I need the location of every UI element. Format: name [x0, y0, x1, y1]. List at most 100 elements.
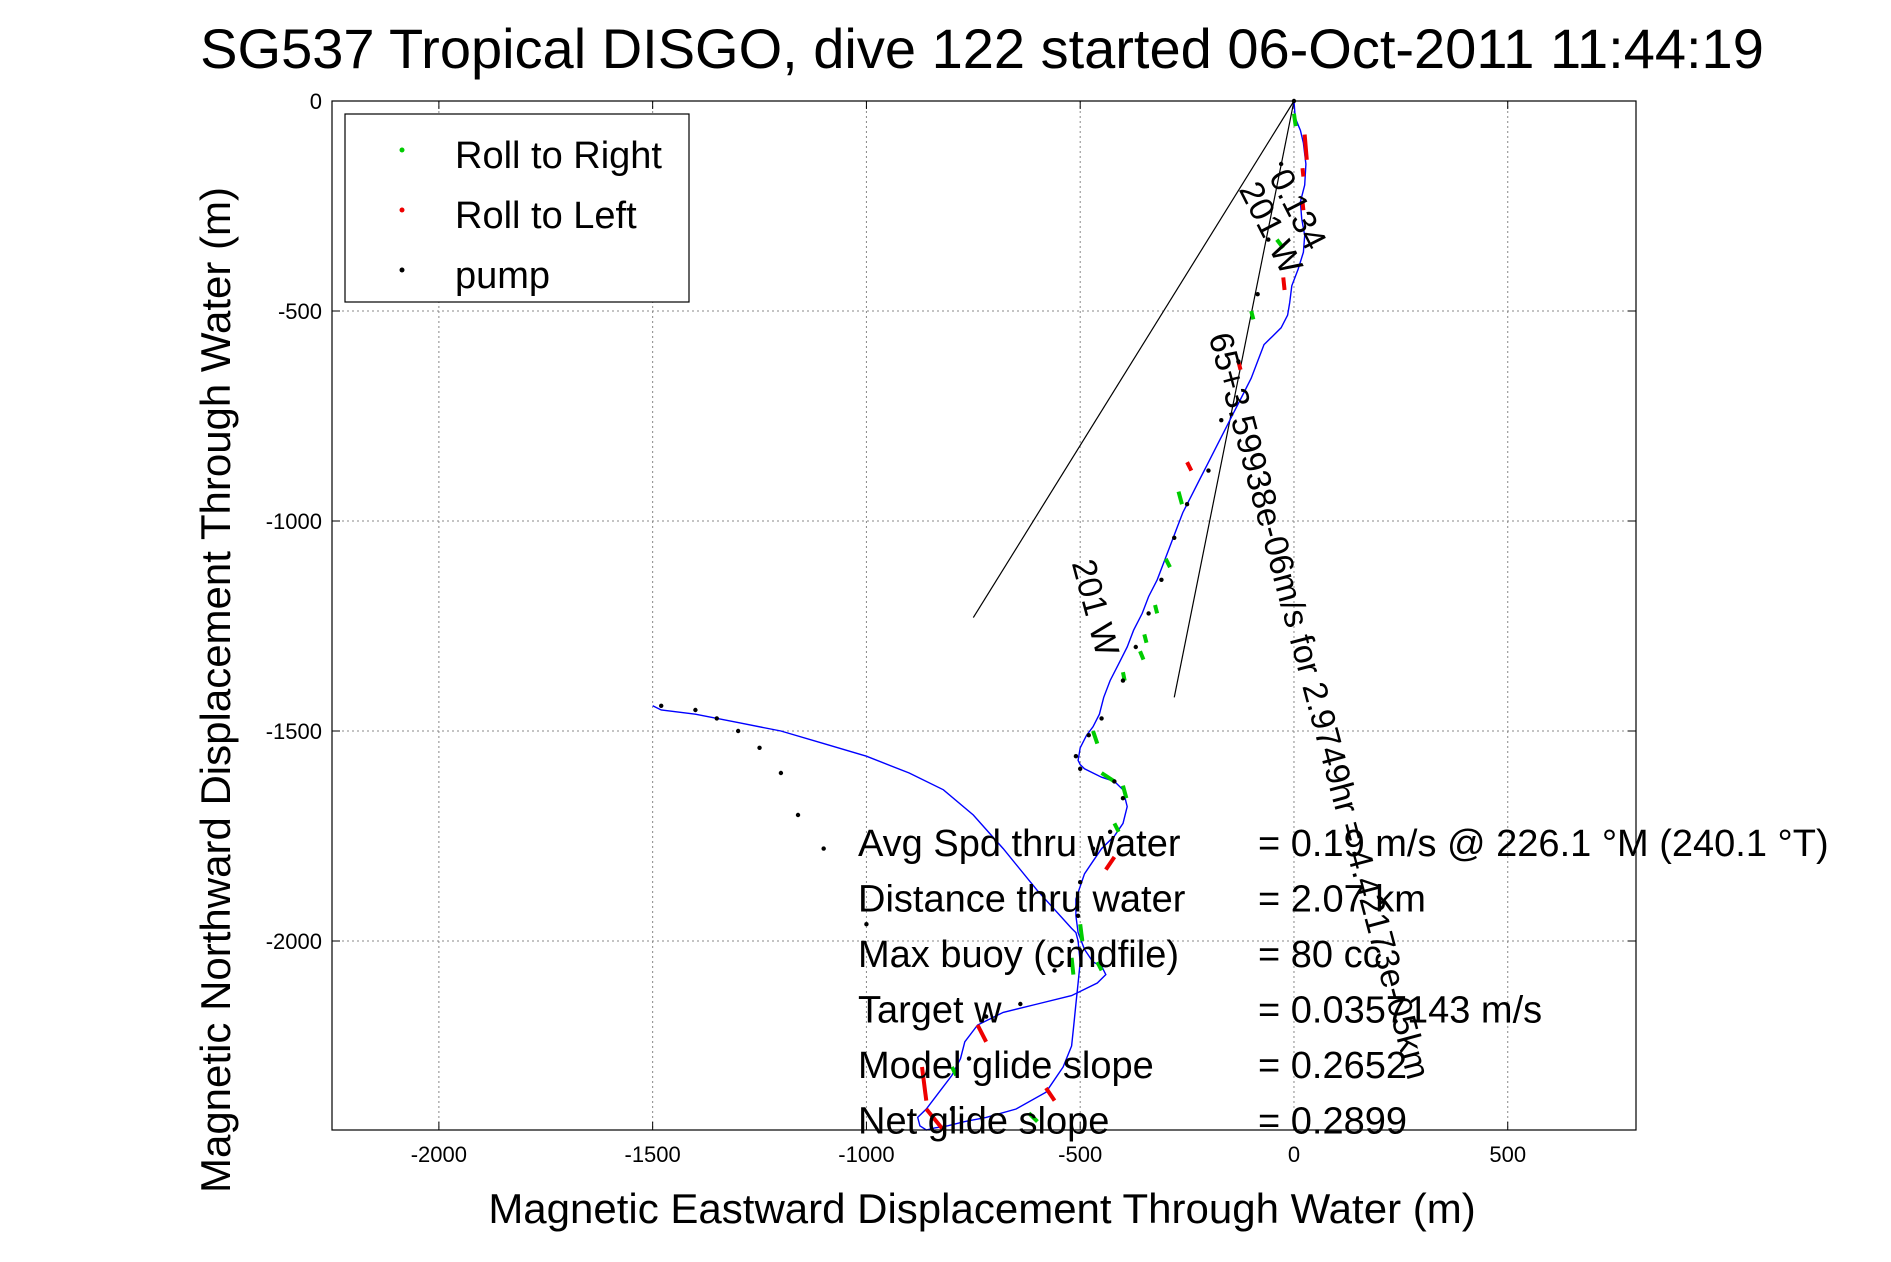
roll-left-segment — [1300, 167, 1306, 177]
track-series-line — [652, 100, 1307, 1131]
pump-point — [1278, 161, 1284, 167]
roll-right-segment — [1095, 961, 1104, 972]
pump-point — [714, 716, 719, 721]
y-tick-label: -2000 — [266, 929, 322, 954]
stat-value: = 80 cc — [1258, 934, 1382, 976]
roll-right-segment — [1121, 785, 1129, 799]
roll-right-segment — [1249, 310, 1256, 320]
roll-left-segment — [1044, 1086, 1057, 1102]
roll-left-segment — [920, 1066, 929, 1101]
legend-marker — [399, 207, 405, 213]
pump-point — [1120, 796, 1126, 801]
roll-right-segment — [1078, 923, 1085, 942]
pump-point — [1018, 1001, 1023, 1007]
pump-point — [735, 728, 741, 734]
roll-left-segment — [1104, 855, 1117, 871]
stat-label: Model glide slope — [858, 1045, 1154, 1087]
roll-right-segment — [1091, 730, 1100, 745]
pump-point — [1090, 846, 1096, 851]
heading-line — [972, 100, 1295, 618]
pump-point — [983, 1014, 989, 1019]
roll-right-segment — [1069, 957, 1076, 975]
pump-point — [949, 1106, 955, 1112]
x-tick-label: 0 — [1288, 1142, 1300, 1167]
pump-point — [1133, 644, 1138, 650]
roll-right-segment — [1100, 771, 1116, 784]
x-tick-label: -2000 — [411, 1142, 467, 1167]
roll-right-segment — [1275, 238, 1285, 250]
roll-left-segment — [975, 1024, 988, 1043]
stat-label: Distance thru water — [858, 879, 1186, 921]
y-tick-label: -1500 — [266, 719, 322, 744]
pump-point — [1172, 535, 1177, 540]
pump-point — [1077, 880, 1083, 885]
roll-right-segment — [1153, 604, 1160, 614]
pump-point — [1255, 292, 1260, 297]
pump-point — [864, 922, 869, 927]
roll-right-segment — [1138, 650, 1146, 661]
roll-right-segment — [1291, 113, 1298, 127]
stat-value: = 2.07 km — [1258, 879, 1426, 921]
pump-point — [1146, 611, 1151, 616]
legend-marker — [399, 267, 405, 273]
pump-point — [1069, 938, 1074, 944]
roll-right-segment — [1163, 557, 1172, 569]
stat-label: Target w — [858, 990, 1002, 1032]
pump-point — [966, 1056, 972, 1061]
pump-point — [659, 703, 664, 708]
legend-entry-label: pump — [455, 255, 550, 297]
y-tick-label: 0 — [310, 89, 322, 114]
y-tick-label: -500 — [278, 299, 322, 324]
pump-point — [1120, 678, 1126, 683]
pump-point — [757, 745, 762, 750]
roll-right-segment — [1112, 822, 1121, 833]
y-axis-label: Magnetic Northward Displacement Through … — [192, 187, 239, 1193]
pump-point — [1099, 716, 1104, 721]
stat-label: Net glide slope — [858, 1101, 1109, 1143]
pump-point — [1075, 913, 1081, 918]
pump-point — [1086, 733, 1091, 738]
pump-point — [1077, 766, 1083, 771]
x-tick-label: -1500 — [625, 1142, 681, 1167]
pump-point — [1266, 237, 1271, 242]
plot-frame — [331, 100, 1637, 1131]
stat-value: = 0.2652 — [1258, 1045, 1407, 1087]
x-tick-label: -500 — [1058, 1142, 1102, 1167]
stat-label: Avg Spd thru water — [858, 823, 1181, 865]
pump-point — [693, 707, 698, 713]
stat-label: Max buoy (cmdfile) — [858, 934, 1179, 976]
pump-point — [1236, 359, 1241, 364]
roll-left-segment — [1300, 201, 1306, 211]
roll-right-segment — [1176, 491, 1184, 505]
pump-point — [1159, 577, 1164, 582]
pump-point — [778, 770, 784, 776]
x-tick-label: -1000 — [838, 1142, 894, 1167]
stats-annotation: Avg Spd thru water = 0.19 m/s @ 226.1 °M … — [858, 823, 1829, 1143]
pump-point — [795, 812, 801, 818]
pump-point — [1112, 779, 1117, 784]
pump-point — [1219, 418, 1224, 423]
roll-right-segment — [1027, 1111, 1039, 1124]
stat-value: = 0.0357143 m/s — [1258, 990, 1542, 1032]
y-tick-label: -1000 — [266, 509, 322, 534]
pump-point — [1052, 968, 1057, 973]
pump-point — [1184, 502, 1190, 507]
pump-point — [1206, 468, 1211, 473]
roll-left-segment — [1302, 134, 1309, 160]
roll-right-segment — [950, 1066, 958, 1077]
chart-title: SG537 Tropical DISGO, dive 122 started 0… — [200, 17, 1764, 80]
roll-left-segment — [1281, 277, 1287, 291]
roll-left-segment — [924, 1107, 945, 1132]
pump-point — [1073, 754, 1079, 759]
x-tick-label: 500 — [1489, 1142, 1526, 1167]
pump-point — [821, 846, 826, 851]
stat-value: = 0.2899 — [1258, 1101, 1407, 1143]
legend: Roll to Right Roll to Left pump — [344, 113, 690, 303]
legend-entry-label: Roll to Right — [455, 135, 662, 177]
legend-marker — [399, 147, 405, 153]
x-axis-label: Magnetic Eastward Displacement Through W… — [488, 1185, 1475, 1232]
pump-point — [1107, 829, 1113, 834]
stat-value: = 0.19 m/s @ 226.1 °M (240.1 °T) — [1258, 823, 1829, 865]
heading-line — [1173, 100, 1295, 698]
